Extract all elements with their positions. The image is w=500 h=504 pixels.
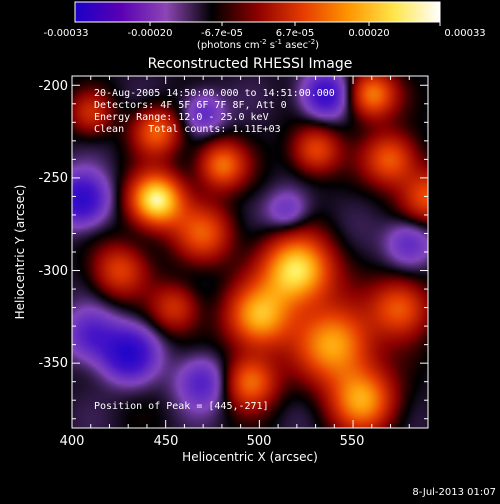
y-tick-label: -200	[38, 79, 68, 94]
colorbar-tick-label: -6.7e-05	[201, 28, 243, 39]
colorbar: -0.00033 -0.00020 -6.7e-05 6.7e-05 0.000…	[44, 1, 486, 51]
clean-counts-text: Clean Total counts: 1.11E+03	[94, 124, 281, 135]
y-tick-label: -250	[38, 171, 68, 186]
y-tick-labels: -200 -250 -300 -350	[38, 79, 68, 371]
colorbar-tick-label: -0.00020	[128, 28, 173, 39]
y-tick-label: -350	[38, 356, 68, 371]
colorbar-tick-labels: -0.00033 -0.00020 -6.7e-05 6.7e-05 0.000…	[44, 28, 486, 39]
observation-info: 20-Aug-2005 14:50:00.000 to 14:51:00.000…	[94, 88, 335, 135]
heatmap-image	[72, 76, 428, 428]
colorbar-tick-label: 6.7e-05	[276, 28, 314, 39]
x-tick-label: 550	[340, 434, 365, 449]
colorbar-tick-label: -0.00033	[44, 28, 89, 39]
x-tick-label: 400	[60, 434, 85, 449]
chart-title: Reconstructed RHESSI Image	[148, 56, 353, 72]
colorbar-tick-label: 0.00020	[348, 28, 389, 39]
time-range-text: 20-Aug-2005 14:50:00.000 to 14:51:00.000	[94, 88, 335, 99]
energy-range-text: Energy Range: 12.0 - 25.0 keV	[94, 112, 269, 123]
y-axis-label: Heliocentric Y (arcsec)	[13, 185, 27, 320]
detectors-text: Detectors: 4F 5F 6F 7F 8F, Att 0	[94, 100, 287, 111]
colorbar-unit-label: (photons cm-2 s-1 asec-2)	[197, 38, 319, 51]
x-tick-labels: 400 450 500 550	[60, 434, 365, 449]
colorbar-tick-label: 0.00033	[444, 28, 485, 39]
y-tick-label: -300	[38, 264, 68, 279]
colorbar-strip	[74, 1, 441, 23]
peak-position-text: Position of Peak = [445,-271]	[94, 401, 269, 412]
x-tick-label: 450	[154, 434, 179, 449]
x-tick-label: 500	[247, 434, 272, 449]
colorbar-ticks	[149, 22, 441, 26]
axis-ticks	[71, 76, 429, 428]
footer-date: 8-Jul-2013 01:07	[412, 487, 496, 498]
x-axis-label: Heliocentric X (arcsec)	[182, 450, 318, 464]
